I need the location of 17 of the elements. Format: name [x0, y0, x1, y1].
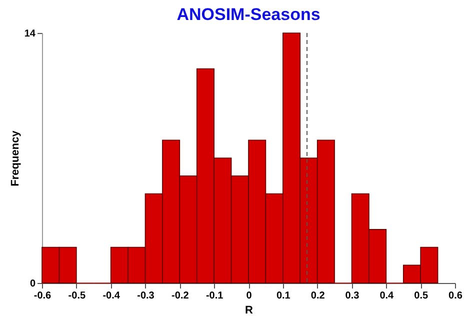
x-tick-label: 0.2: [310, 290, 326, 302]
x-tick-label: 0.1: [276, 290, 291, 302]
chart-title: ANOSIM-Seasons: [176, 5, 320, 24]
x-tick-label: -0.1: [206, 290, 224, 302]
x-tick-label: -0.3: [137, 290, 155, 302]
y-axis-title: Frequency: [9, 130, 22, 186]
x-tick-label: 0: [246, 290, 252, 302]
y-tick-label: 14: [24, 28, 36, 40]
x-tick-label: 0.3: [345, 290, 360, 302]
x-tick-label: -0.6: [34, 290, 52, 302]
x-tick-label: -0.5: [68, 290, 86, 302]
x-axis-title: R: [245, 304, 254, 316]
x-tick-label: 0.6: [448, 290, 463, 302]
x-tick-label: -0.2: [172, 290, 190, 302]
x-tick-label: -0.4: [102, 290, 120, 302]
x-tick-label: 0.4: [380, 290, 394, 302]
x-tick-label: 0.5: [414, 290, 428, 302]
